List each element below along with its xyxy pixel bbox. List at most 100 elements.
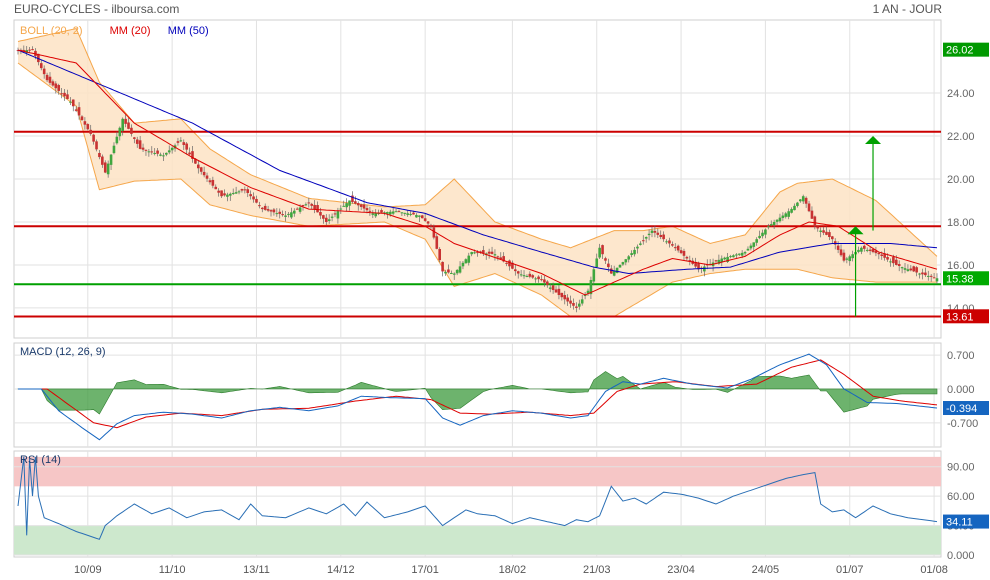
candle-body [444, 271, 447, 274]
candle-body [831, 236, 834, 240]
candle-body [473, 252, 476, 254]
candle-body [316, 205, 319, 213]
candle-body [493, 254, 497, 256]
candle-body [313, 204, 316, 210]
macd-value-label: -0.394 [946, 403, 977, 415]
price-value-box [943, 42, 989, 57]
candle-body [394, 211, 398, 213]
candle-body [208, 180, 212, 183]
candle-body [217, 190, 220, 193]
candle-body [54, 83, 58, 89]
x-tick-label: 01/07 [836, 564, 864, 576]
bollinger-lower-line [17, 62, 937, 317]
candle-body [668, 240, 671, 244]
candle-body [269, 210, 273, 212]
candle-body [266, 209, 270, 211]
rsi-overbought-zone [14, 456, 941, 487]
candle-body [778, 217, 782, 222]
candle-body [636, 246, 639, 249]
candle-body [77, 107, 81, 116]
y-tick-label: 0.700 [947, 350, 975, 362]
candle-body [336, 211, 340, 219]
candle-body [813, 216, 817, 227]
candle-body [307, 202, 311, 204]
candle-body [665, 241, 668, 243]
candle-body [371, 213, 375, 215]
x-tick-label: 10/09 [74, 564, 102, 576]
candle-body [557, 288, 561, 296]
candle-body [630, 253, 633, 255]
y-tick-label: 60.00 [947, 491, 975, 503]
candle-body [924, 272, 927, 276]
candle-body [868, 249, 872, 251]
candle-body [214, 186, 218, 190]
candle-body [900, 267, 904, 269]
candle-body [197, 164, 200, 169]
y-tick-label: -0.700 [947, 418, 978, 430]
y-tick-label: 0.000 [947, 550, 975, 562]
candle-body [694, 261, 697, 267]
candle-body [159, 154, 162, 156]
candle-body [580, 299, 584, 304]
candle-body [554, 289, 558, 293]
candle-body [109, 154, 113, 165]
candle-body [932, 277, 936, 279]
candle-body [496, 256, 500, 258]
candle-body [74, 109, 78, 111]
candle-body [737, 253, 741, 255]
candle-body [292, 210, 296, 214]
candle-body [103, 162, 107, 173]
candle-body [57, 85, 61, 91]
candle-body [133, 137, 136, 139]
candle-body [28, 49, 31, 51]
mm50-line [17, 49, 938, 275]
candle-body [80, 116, 84, 121]
rsi-value-box [943, 514, 989, 529]
candle-body [618, 264, 622, 268]
candle-body [182, 142, 186, 145]
candle-body [615, 267, 619, 273]
candle-body [912, 266, 916, 272]
candle-body [735, 254, 738, 256]
candle-body [127, 122, 130, 129]
candle-body [592, 269, 596, 282]
candle-body [487, 251, 491, 254]
candle-body [319, 211, 322, 216]
candle-body [199, 167, 203, 172]
candle-body [124, 118, 127, 124]
candle-body [255, 198, 258, 203]
candle-body [476, 252, 479, 254]
candle-body [540, 279, 543, 281]
candle-body [194, 158, 197, 164]
candle-body [659, 234, 663, 238]
candle-body [612, 270, 616, 276]
candle-body [60, 93, 63, 95]
candle-body [386, 212, 389, 214]
candle-body [627, 256, 631, 260]
candle-body [406, 213, 410, 215]
candle-body [272, 209, 276, 213]
candle-body [595, 258, 599, 268]
candle-body [101, 156, 104, 165]
candle-body [787, 211, 790, 217]
candle-body [156, 150, 159, 154]
candle-body [871, 249, 875, 253]
candle-body [258, 205, 261, 207]
candle-body [551, 285, 555, 291]
candle-body [330, 216, 334, 218]
price-legend-item: MM (50) [168, 25, 209, 37]
candle-body [295, 208, 299, 210]
candle-body [165, 152, 168, 155]
candle-body [365, 208, 369, 211]
candle-body [138, 140, 142, 149]
candle-body [301, 204, 305, 206]
candle-body [310, 203, 314, 206]
candle-body [345, 203, 348, 208]
candle-body [758, 235, 761, 239]
candle-body [639, 243, 642, 245]
candle-body [502, 256, 505, 262]
price-legend-item: MM (20) [110, 25, 151, 37]
candle-body [865, 249, 869, 251]
candle-body [749, 245, 753, 249]
candle-body [420, 215, 424, 219]
